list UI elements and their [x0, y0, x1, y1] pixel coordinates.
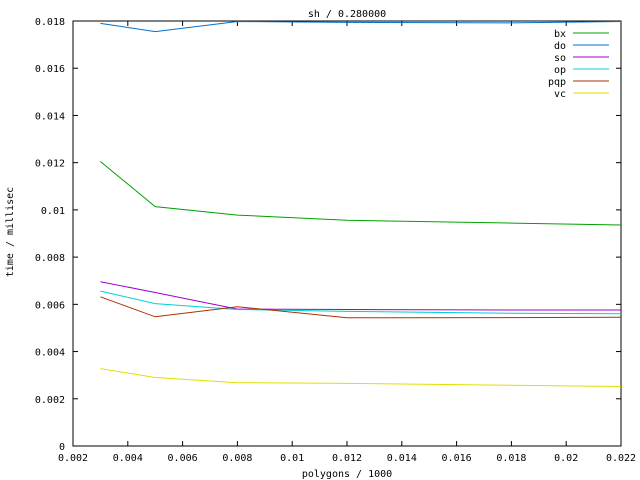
x-tick-label: 0.02: [554, 453, 578, 464]
legend-label-op: op: [554, 65, 566, 76]
legend-label-bx: bx: [554, 29, 566, 40]
x-tick-label: 0.016: [442, 453, 472, 464]
axis-ticks: 0.002 0.004 0.006 0.008 0.01 0.012 0.014 0.016 0…: [35, 17, 636, 464]
series-line-vc: [100, 368, 622, 387]
y-tick-label: 0.01: [41, 206, 65, 217]
legend-label-so: so: [554, 53, 566, 64]
y-tick-label: 0.006: [35, 300, 65, 311]
legend-label-pqp: pqp: [548, 77, 566, 88]
series-line-bx: [100, 161, 622, 226]
series-line-pqp: [100, 296, 622, 319]
y-tick-label: 0.012: [35, 159, 65, 170]
series-line-do: [100, 20, 622, 33]
y-tick-label: 0.002: [35, 395, 65, 406]
y-tick-label: 0.016: [35, 64, 65, 75]
y-tick-label: 0: [59, 442, 65, 453]
series-line-so: [100, 281, 621, 311]
x-tick-label: 0.012: [332, 453, 362, 464]
x-tick-label: 0.006: [168, 453, 198, 464]
y-tick-label: 0.018: [35, 17, 65, 28]
y-tick-label: 0.008: [35, 253, 65, 264]
x-tick-label: 0.004: [113, 453, 143, 464]
legend-label-vc: vc: [554, 89, 566, 100]
plot-frame: [72, 20, 622, 447]
legend-label-do: do: [554, 41, 566, 52]
x-axis-label: polygons / 1000: [302, 469, 392, 480]
x-tick-label: 0.002: [58, 453, 88, 464]
series-line-op: [100, 290, 622, 315]
y-axis-label: time / millisec: [5, 187, 16, 277]
x-tick-label: 0.01: [280, 453, 304, 464]
chart-title: sh / 0.280000: [308, 9, 386, 20]
y-tick-label: 0.014: [35, 111, 65, 122]
y-tick-label: 0.004: [35, 348, 65, 359]
x-tick-label: 0.008: [222, 453, 252, 464]
x-tick-label: 0.018: [496, 453, 526, 464]
series-layer: [100, 20, 622, 387]
x-tick-label: 0.014: [387, 453, 417, 464]
x-tick-label: 0.022: [606, 453, 636, 464]
